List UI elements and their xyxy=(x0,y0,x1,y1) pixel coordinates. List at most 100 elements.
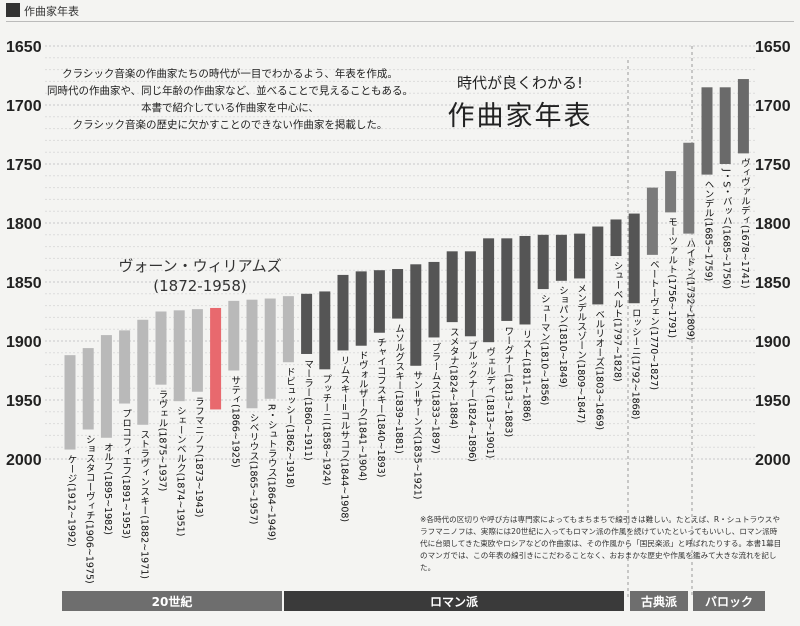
composer-label: サティ(1866~1925) xyxy=(229,376,241,468)
composer-label: ヴェルディ(1813~1901) xyxy=(484,347,496,458)
composer-bar xyxy=(483,238,495,343)
composer-label: ワーグナー(1813~1883) xyxy=(502,326,514,437)
composer-label: ケージ(1912~1992) xyxy=(66,455,78,547)
composer-bar xyxy=(119,330,131,404)
composer-bar xyxy=(301,293,313,354)
chart-subtitle: 時代が良くわかる! xyxy=(456,74,583,92)
composer-label: サン=サーンス(1835~1921) xyxy=(411,371,423,500)
era-bar xyxy=(284,591,624,611)
era-bar xyxy=(630,591,688,611)
composer-bar xyxy=(100,335,112,438)
chart-title: 作曲家年表 xyxy=(447,101,593,132)
composer-bar xyxy=(610,219,622,257)
highlight-name: ヴォーン・ウィリアムズ xyxy=(118,257,282,275)
composer-label: ラフマニノフ(1873~1943) xyxy=(193,397,205,518)
composer-bar xyxy=(574,233,586,279)
composer-bar xyxy=(64,355,76,450)
composer-bar xyxy=(191,309,203,392)
y-tick-label-left: 1900 xyxy=(6,334,42,351)
composer-label: プッチーニ(1858~1924) xyxy=(320,374,332,485)
composer-label: シューベルト(1797~1828) xyxy=(612,261,624,382)
y-tick-label-right: 1700 xyxy=(755,98,791,115)
composer-bar xyxy=(246,299,258,409)
composer-label: ラヴェル(1875~1937) xyxy=(157,390,169,492)
composer-bar xyxy=(264,298,276,399)
composer-bar xyxy=(228,300,240,371)
header-marker xyxy=(6,3,20,17)
composer-label: ヘンデル(1685~1759) xyxy=(703,180,715,282)
intro-line: 同時代の作曲家や、同じ年齢の作曲家など、並べることで見えることもある。 xyxy=(46,85,414,97)
era-label: 古典派 xyxy=(641,594,678,609)
composer-label: チャイコフスキー(1840~1893) xyxy=(375,338,387,478)
composer-label: ヴィヴァルディ(1678~1741) xyxy=(739,158,751,288)
composer-label: メンデルスゾーン(1809~1847) xyxy=(575,283,587,423)
composer-label: ムソルグスキー(1839~1881) xyxy=(393,324,405,454)
highlight-years: (1872-1958) xyxy=(153,277,247,295)
composer-label: J・S・バッハ(1685~1750) xyxy=(721,168,733,289)
composer-bar xyxy=(501,238,513,321)
y-tick-label-right: 1950 xyxy=(755,393,791,410)
composer-label: モーツァルト(1756~1791) xyxy=(666,217,678,338)
composer-bar xyxy=(464,251,476,337)
composer-label: シェーンベルク(1874~1951) xyxy=(175,406,187,536)
composer-bar xyxy=(373,270,385,333)
composer-bar xyxy=(210,307,222,410)
y-tick-label-right: 1850 xyxy=(755,275,791,292)
composer-bar xyxy=(719,87,731,164)
intro-line: 本書で紹介している作曲家を中心に、 xyxy=(141,102,319,114)
composer-bar xyxy=(410,264,422,366)
y-tick-label-right: 1750 xyxy=(755,157,791,174)
composer-label: ストラヴィンスキー(1882~1971) xyxy=(138,430,149,579)
composer-label: シベリウス(1865~1957) xyxy=(248,413,260,524)
composer-bar xyxy=(665,171,677,213)
composer-label: R・シュトラウス(1864~1949) xyxy=(266,404,277,541)
y-tick-label-right: 2000 xyxy=(755,452,791,469)
composer-label: スメタナ(1824~1884) xyxy=(448,327,460,429)
intro-line: クラシック音楽の歴史に欠かすことのできない作曲家を掲載した。 xyxy=(72,119,388,131)
footnote: ※各時代の区切りや呼び方は専門家によってもまちまちで線引きは難しい。たとえば、R… xyxy=(420,515,782,572)
composer-label: ショパン(1810~1849) xyxy=(557,286,569,388)
composer-bar xyxy=(82,348,94,430)
composer-bar xyxy=(173,310,185,402)
y-tick-label-left: 1650 xyxy=(6,39,42,56)
composer-label: ベルリオーズ(1803~1869) xyxy=(593,309,605,430)
composer-bar xyxy=(646,187,658,255)
composer-bar xyxy=(337,274,349,351)
composer-bar xyxy=(628,213,640,304)
composer-bar xyxy=(319,291,331,370)
header-label: 作曲家年表 xyxy=(24,5,79,18)
y-tick-label-right: 1800 xyxy=(755,216,791,233)
composer-label: ハイドン(1732~1809) xyxy=(684,239,696,341)
composer-bar xyxy=(701,87,713,175)
composer-label: ブルックナー(1824~1896) xyxy=(466,341,478,462)
composer-bar xyxy=(537,234,549,290)
header-rule xyxy=(6,21,794,22)
composer-bar xyxy=(737,79,749,154)
composer-bar xyxy=(155,311,167,385)
composer-label: シューマン(1810~1856) xyxy=(539,294,550,405)
y-tick-label-left: 1700 xyxy=(6,98,42,115)
composer-bar xyxy=(355,271,367,346)
era-label: 20世紀 xyxy=(152,594,193,609)
composer-bar xyxy=(592,226,604,305)
highlight-callout: ヴォーン・ウィリアムズ (1872-1958) xyxy=(110,256,290,296)
composer-bar xyxy=(683,142,695,234)
y-tick-label-left: 2000 xyxy=(6,452,42,469)
composer-label: ドヴォルザーク(1841~1904) xyxy=(357,351,369,481)
composer-label: オルフ(1895~1982) xyxy=(102,443,114,535)
composer-bar xyxy=(446,251,458,323)
composer-label: プロコフィエフ(1891~1953) xyxy=(120,409,132,539)
page-header: 作曲家年表 xyxy=(0,0,800,22)
composer-label: マーラー(1860~1911) xyxy=(302,359,313,461)
era-bar xyxy=(62,591,282,611)
composer-bar xyxy=(392,269,404,319)
composer-bar xyxy=(555,234,567,281)
composer-label: ベートーヴェン(1770~1827) xyxy=(648,260,660,390)
composer-bar xyxy=(519,235,531,325)
intro-line: クラシック音楽の作曲家たちの時代が一目でわかるよう、年表を作成。 xyxy=(62,68,398,80)
composer-label: ロッシーニ(1792~1868) xyxy=(630,308,642,419)
y-tick-label-left: 1800 xyxy=(6,216,42,233)
composer-label: ブラームス(1833~1897) xyxy=(430,342,442,454)
composer-bar xyxy=(137,319,149,425)
